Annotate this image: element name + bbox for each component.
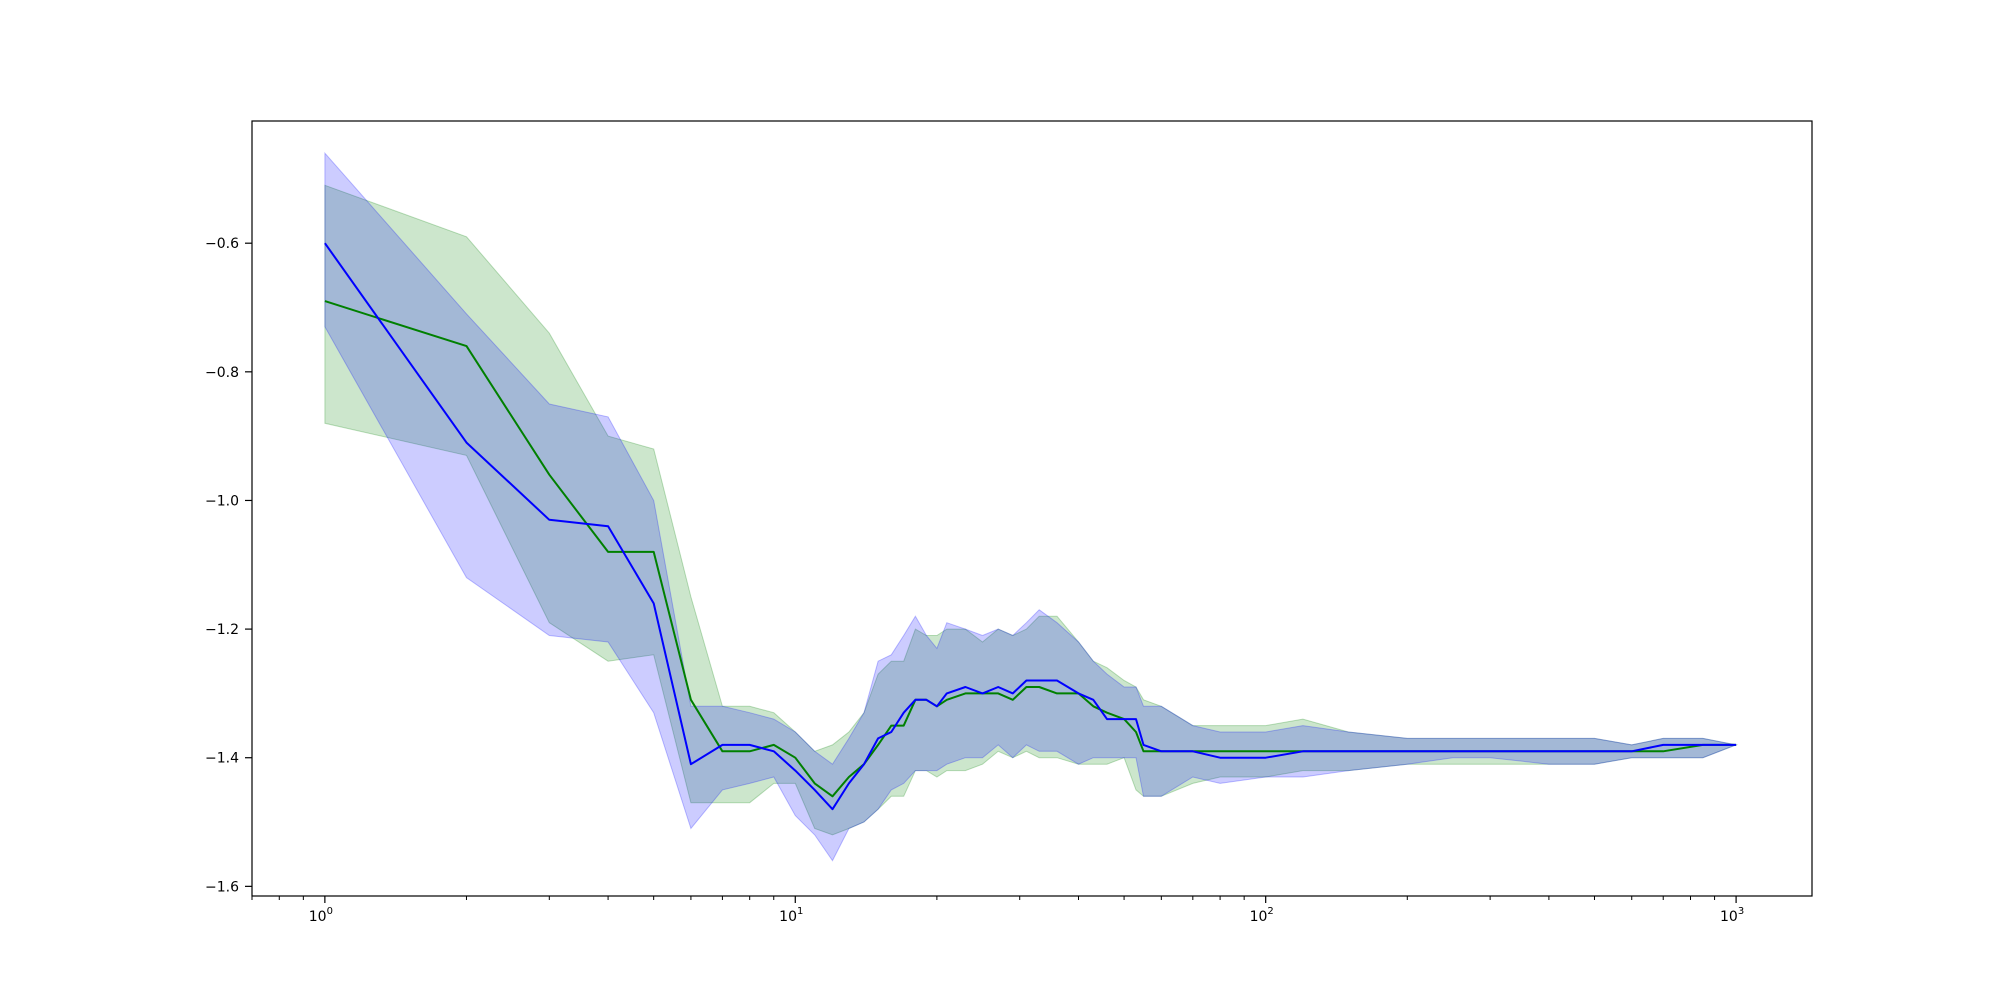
plot-area-frame [251, 120, 1813, 897]
x-axis: 100 101 102 103 [251, 896, 1744, 925]
series-1-line [324, 242, 1737, 811]
confidence-bands [324, 151, 1738, 862]
series-lines [324, 242, 1737, 811]
x-tick-label: 100 [309, 906, 333, 925]
x-tick-label-base: 10 [1720, 909, 1738, 925]
x-tick-label-base: 10 [779, 909, 797, 925]
x-tick-label-base: 10 [1250, 909, 1268, 925]
series-0-band [324, 184, 1738, 836]
x-tick-label: 101 [779, 906, 803, 925]
y-tick-label: −1.4 [205, 751, 239, 767]
x-tick-label-exponent: 1 [797, 906, 803, 917]
x-tick-label-exponent: 0 [327, 906, 333, 917]
y-tick-label: −0.8 [205, 365, 239, 381]
y-axis: −0.6 −0.8 −1.0 −1.2 −1.4 −1.6 [205, 236, 252, 895]
x-tick-label-base: 10 [309, 909, 327, 925]
y-tick-label: −1.6 [205, 879, 239, 895]
series-1-band [324, 151, 1738, 862]
y-tick-label: −1.0 [205, 493, 239, 509]
y-tick-label: −1.2 [205, 622, 239, 638]
x-tick-label: 102 [1250, 906, 1274, 925]
x-tick-label-exponent: 3 [1738, 906, 1744, 917]
x-tick-label: 103 [1720, 906, 1744, 925]
y-tick-label: −0.6 [205, 236, 239, 252]
x-tick-label-exponent: 2 [1267, 906, 1273, 917]
